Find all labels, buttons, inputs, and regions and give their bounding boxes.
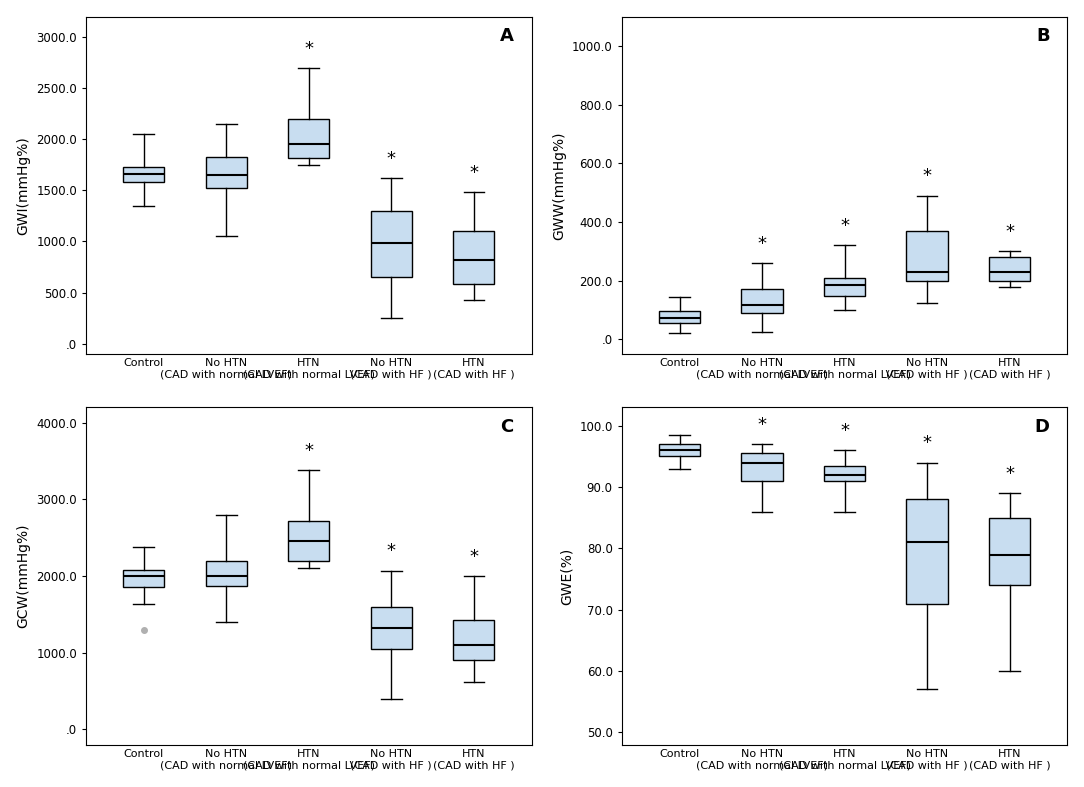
- Text: *: *: [758, 235, 766, 253]
- Y-axis label: GWI(mmHg%): GWI(mmHg%): [16, 136, 30, 235]
- Text: C: C: [501, 418, 514, 435]
- PathPatch shape: [206, 560, 247, 586]
- PathPatch shape: [741, 290, 783, 312]
- Y-axis label: GWW(mmHg%): GWW(mmHg%): [553, 131, 567, 239]
- PathPatch shape: [371, 607, 412, 648]
- PathPatch shape: [124, 167, 165, 182]
- PathPatch shape: [989, 518, 1030, 586]
- PathPatch shape: [371, 211, 412, 277]
- PathPatch shape: [741, 453, 783, 481]
- PathPatch shape: [906, 231, 947, 280]
- Text: *: *: [305, 442, 313, 460]
- Text: *: *: [840, 217, 849, 235]
- PathPatch shape: [288, 521, 330, 560]
- PathPatch shape: [288, 119, 330, 157]
- Y-axis label: GWE(%): GWE(%): [559, 547, 573, 604]
- Text: *: *: [1005, 465, 1014, 483]
- Text: *: *: [840, 422, 849, 440]
- Text: A: A: [500, 27, 514, 45]
- PathPatch shape: [824, 466, 865, 481]
- PathPatch shape: [824, 278, 865, 296]
- PathPatch shape: [453, 231, 494, 284]
- Text: *: *: [387, 542, 396, 560]
- PathPatch shape: [206, 157, 247, 188]
- Text: *: *: [922, 168, 931, 186]
- Text: *: *: [1005, 223, 1014, 241]
- Text: *: *: [922, 434, 931, 453]
- PathPatch shape: [659, 312, 700, 323]
- PathPatch shape: [906, 499, 947, 604]
- Text: *: *: [758, 416, 766, 434]
- Text: *: *: [469, 164, 478, 183]
- Text: *: *: [305, 39, 313, 57]
- Text: D: D: [1034, 418, 1049, 435]
- Text: *: *: [469, 548, 478, 566]
- PathPatch shape: [124, 570, 165, 587]
- Text: *: *: [387, 150, 396, 168]
- Y-axis label: GCW(mmHg%): GCW(mmHg%): [16, 523, 30, 628]
- PathPatch shape: [453, 620, 494, 660]
- Text: B: B: [1036, 27, 1049, 45]
- PathPatch shape: [989, 257, 1030, 280]
- PathPatch shape: [659, 444, 700, 456]
